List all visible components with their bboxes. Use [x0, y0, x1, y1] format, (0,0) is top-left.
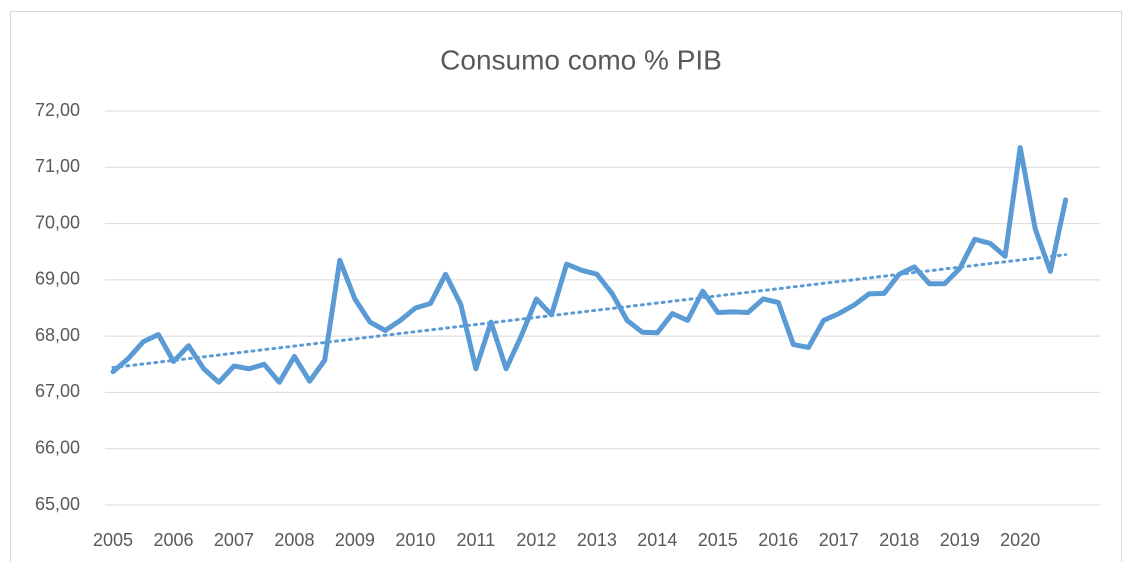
x-tick-label: 2011	[457, 530, 496, 550]
x-tick-label: 2006	[153, 530, 193, 550]
x-tick-label: 2010	[395, 530, 435, 550]
x-tick-label: 2014	[637, 530, 677, 550]
data-line	[110, 145, 1069, 385]
x-tick-label: 2017	[819, 530, 859, 550]
y-tick-label: 65,00	[35, 494, 80, 514]
x-tick-label: 2008	[274, 530, 314, 550]
y-tick-label: 70,00	[35, 212, 80, 232]
y-tick-label: 69,00	[35, 269, 80, 289]
x-tick-label: 2009	[335, 530, 375, 550]
x-tick-label: 2016	[758, 530, 798, 550]
trendline	[111, 253, 1068, 370]
chart-title: Consumo como % PIB	[440, 44, 722, 75]
x-tick-label: 2020	[1000, 530, 1040, 550]
x-tick-label: 2005	[93, 530, 133, 550]
chart-border	[10, 11, 1122, 562]
x-tick-label: 2018	[879, 530, 919, 550]
y-tick-label: 67,00	[35, 381, 80, 401]
x-tick-label: 2019	[940, 530, 980, 550]
y-tick-label: 71,00	[35, 156, 80, 176]
y-tick-label: 72,00	[35, 100, 80, 120]
y-tick-label: 66,00	[35, 437, 80, 457]
x-tick-label: 2015	[698, 530, 738, 550]
x-tick-label: 2012	[516, 530, 556, 550]
y-tick-label: 68,00	[35, 325, 80, 345]
x-tick-label: 2013	[577, 530, 617, 550]
x-tick-label: 2007	[214, 530, 254, 550]
